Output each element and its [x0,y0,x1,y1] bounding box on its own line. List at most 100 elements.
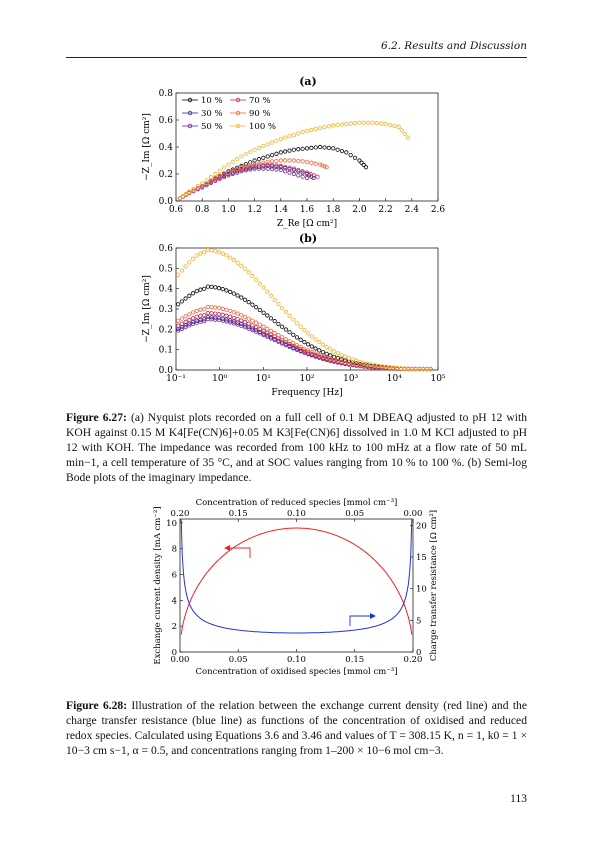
x-tick-label: 0.05 [229,655,248,665]
arrow-shaft [349,615,372,626]
legend-label: 10 % [201,96,223,106]
data-point [309,145,314,151]
nyquist-plot: (a) 0.6 0.8 1.0 1.2 1.4 1.6 1.8 2.0 2.2 2.4 2.6 0.0… [142,75,445,229]
data-point [248,163,253,168]
data-point [361,162,366,168]
data-point [239,263,244,268]
data-point [331,349,337,354]
x-tick-label: 2.2 [378,205,392,215]
data-point [278,150,283,155]
data-point [287,313,292,318]
data-point [324,165,329,170]
data-point [324,351,329,356]
data-point [239,295,244,300]
data-point [317,352,322,358]
data-point [278,136,283,142]
x-tick-label: 10³ [343,374,358,384]
data-point [350,357,355,362]
data-point [265,313,270,318]
legend-marker [235,110,241,116]
data-point [402,131,407,137]
data-point [254,277,259,282]
x-axis-label: Frequency [Hz] [271,388,342,398]
x-tick-label: 0.6 [169,205,184,215]
data-point [213,171,218,177]
data-point [309,160,314,165]
data-point [291,332,296,337]
data-point [226,162,231,167]
data-point [300,130,305,135]
data-point [335,358,340,364]
x-tick-label: 10⁴ [387,374,402,384]
data-point [269,153,275,158]
data-point [339,148,345,154]
data-point [283,135,288,140]
data-point [318,125,323,131]
data-point [213,305,218,310]
data-point [177,196,183,201]
data-point [318,162,323,167]
data-point [324,355,329,360]
data-point [242,297,248,302]
data-point [276,301,281,307]
data-point [294,321,300,326]
data-point [261,160,266,165]
data-point [313,126,318,132]
x-tick-label: 0.8 [195,205,210,215]
y-axis-label: −Z_Im [Ω cm²] [142,275,152,343]
data-point [304,146,310,151]
data-point [265,289,270,294]
arrow-head [224,545,230,551]
x-tick-label: 0.10 [287,655,306,665]
data-point [296,147,301,152]
data-point [317,348,322,353]
panel-a-label: (a) [299,75,317,88]
data-point [200,181,205,186]
top-x-tick-label: 0.20 [171,509,190,519]
data-point [216,317,222,323]
data-point [287,134,292,139]
data-point [204,178,209,183]
data-point [313,161,318,166]
data-point [220,318,225,323]
data-point [291,343,296,348]
data-point [283,169,288,174]
data-point [300,169,305,174]
data-point [239,163,244,169]
data-point [322,125,327,130]
data-point [287,165,292,170]
data-point [265,326,270,331]
data-point [357,359,363,364]
data-point [328,356,333,361]
data-point [335,147,340,152]
data-point [235,293,240,298]
data-point [309,127,314,133]
data-point [205,247,210,253]
data-point [365,361,370,366]
y-tick-label: 0.0 [159,197,174,207]
y-tick-label: 10 [166,519,177,529]
x-tick-label: 10⁵ [430,374,445,384]
data-point [208,180,214,186]
data-point [283,158,288,163]
data-point [302,328,307,333]
data-point [350,362,355,367]
data-point [235,311,240,316]
data-point [248,149,253,155]
data-point [328,347,333,352]
data-point [298,344,303,350]
figure-6-27-label: Figure 6.27: [66,411,127,424]
y-axis-label: Exchange current density [mA cm⁻²] [153,506,163,664]
data-point [191,186,196,191]
data-point [287,339,292,344]
y-tick-label: 0.4 [159,285,174,295]
x-tick-label: 2.4 [405,205,420,215]
data-point [257,322,262,327]
data-point [320,163,325,168]
data-point [268,328,274,333]
data-point [274,163,279,168]
data-point [242,314,248,319]
y-tick-label: 4 [172,596,177,606]
data-point [280,324,285,329]
data-point [291,346,296,351]
